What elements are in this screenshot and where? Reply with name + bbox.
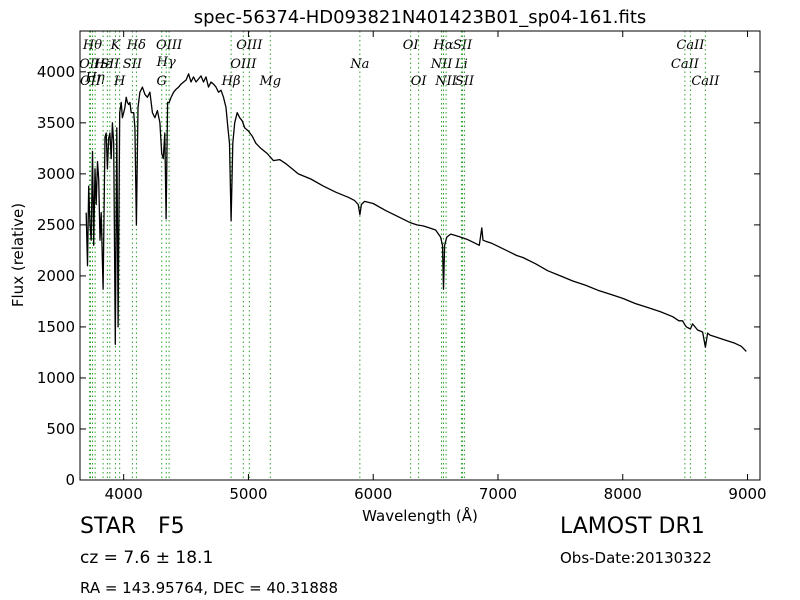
marker-label-27: CaII (671, 57, 700, 72)
marker-label-16: OIII (236, 38, 263, 53)
marker-label-2: Hθ (82, 38, 102, 53)
marker-label-28: CaII (676, 38, 705, 53)
object-class: STAR F5 (80, 514, 185, 539)
x-tick-label: 4000 (105, 485, 143, 503)
subclass-label: F5 (158, 514, 185, 539)
marker-label-8: H (113, 74, 126, 89)
marker-label-24: Li (454, 57, 468, 72)
y-axis-label: Flux (relative) (9, 203, 27, 307)
chart-title: spec-56374-HD093821N401423B01_sp04-161.f… (194, 7, 647, 28)
y-tick-label: 1000 (37, 369, 75, 387)
marker-label-12: Hγ (156, 55, 176, 70)
survey-label: LAMOST DR1 (560, 514, 705, 539)
class-label: STAR (80, 514, 137, 539)
marker-label-29: CaII (691, 74, 720, 89)
marker-label-20: OI (411, 74, 428, 89)
x-axis-label: Wavelength (Å) (362, 506, 478, 525)
y-tick-label: 2000 (37, 267, 75, 285)
axes: 4000 5000 6000 7000 8000 9000 0 500 1000 1500 2000… (37, 30, 767, 503)
marker-label-6: SII (100, 57, 120, 72)
y-tick-label: 3000 (37, 165, 75, 183)
x-tick-label: 6000 (354, 485, 392, 503)
line-markers: OIIOIIHθHηHεSIIKHSIIHδGHγOIIIHβOIIIOIIIM… (79, 31, 720, 480)
marker-label-17: Mg (258, 74, 281, 89)
x-tick-label: 5000 (229, 485, 267, 503)
spectrum-series (85, 73, 747, 352)
x-tick-label: 7000 (479, 485, 517, 503)
x-tick-label: 8000 (604, 485, 642, 503)
spectrum-layer (85, 73, 747, 352)
marker-label-25: SII (453, 38, 473, 53)
y-tick-label: 2500 (37, 216, 75, 234)
marker-label-14: Hβ (221, 74, 241, 89)
redshift-label: cz = 7.6 ± 18.1 (80, 548, 214, 568)
marker-label-3: Hη (85, 70, 105, 85)
marker-label-22: Hα (432, 38, 453, 53)
y-tick-label: 4000 (37, 63, 75, 81)
marker-label-7: K (110, 38, 122, 53)
plot-frame (79, 30, 761, 481)
x-tick-label: 9000 (728, 485, 766, 503)
marker-label-11: G (157, 74, 167, 89)
marker-label-13: OIII (156, 38, 183, 53)
marker-label-9: SII (123, 57, 143, 72)
y-tick-label: 500 (46, 420, 75, 438)
marker-label-10: Hδ (126, 38, 146, 53)
marker-label-15: OIII (230, 57, 257, 72)
marker-label-26: SII (455, 74, 475, 89)
y-tick-label: 1500 (37, 318, 75, 336)
marker-label-18: Na (349, 57, 369, 72)
coordinates-label: RA = 143.95764, DEC = 40.31888 (80, 579, 339, 597)
marker-label-21: NII (430, 57, 454, 72)
marker-label-1: OII (80, 74, 102, 89)
marker-label-23: NII (434, 74, 458, 89)
obs-date-label: Obs-Date:20130322 (560, 549, 712, 567)
marker-label-19: OI (403, 38, 420, 53)
y-tick-label: 3500 (37, 114, 75, 132)
y-tick-label: 0 (65, 471, 75, 489)
